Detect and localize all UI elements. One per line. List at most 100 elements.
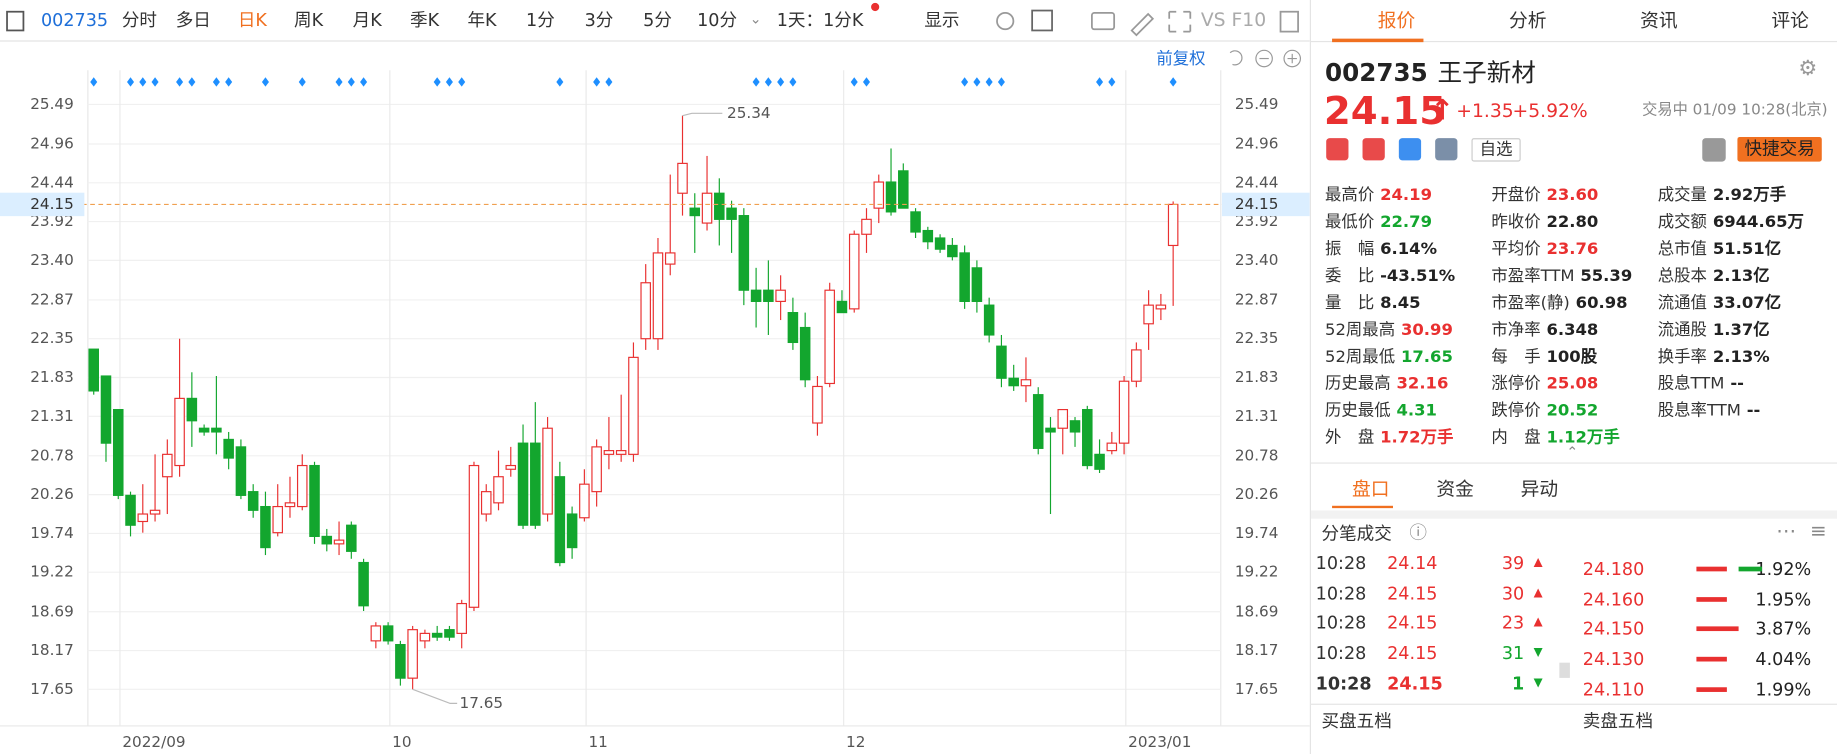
y-tick-label: 24.96: [30, 134, 74, 152]
extra-link[interactable]: VS F10: [1200, 8, 1267, 31]
more-icon[interactable]: ⋯: [1776, 519, 1797, 544]
reset-icon[interactable]: [1229, 50, 1243, 66]
period-tab[interactable]: 3分: [584, 9, 614, 31]
panel-change: +1.35: [1456, 99, 1514, 122]
event-marker: [973, 77, 981, 87]
event-marker: [764, 77, 772, 87]
stat: 昨收价 22.80: [1491, 214, 1598, 230]
y-tick-label-right: 22.35: [1235, 329, 1279, 347]
candle-body: [640, 282, 651, 340]
candle-body: [566, 513, 578, 549]
chart: 前复权 17.65 17.65 18.17 18.17 18.69 18.69 19.22 1…: [0, 2, 1310, 751]
candle-body: [677, 162, 688, 194]
panel-icon[interactable]: [1279, 10, 1299, 33]
candle-body: [1082, 408, 1093, 467]
stat-label: 最低价: [1325, 213, 1375, 232]
tab-underline: [1332, 38, 1424, 43]
stat: 委 比 -43.51%: [1325, 268, 1455, 284]
candle-body: [137, 513, 149, 523]
candle-body: [419, 632, 431, 642]
pen-icon[interactable]: [1130, 12, 1155, 37]
zoom-in[interactable]: [1283, 49, 1302, 68]
y-tick-label-right: 23.40: [1235, 251, 1279, 269]
candle-body: [591, 446, 602, 493]
box-icon[interactable]: [1031, 9, 1053, 32]
sell-title: 卖盘五档: [1582, 710, 1654, 732]
menu-icon[interactable]: [6, 10, 25, 32]
detail-tab[interactable]: 资金: [1436, 477, 1474, 500]
info-icon[interactable]: ⓘ: [1409, 522, 1427, 544]
trade-button[interactable]: 快捷交易: [1737, 136, 1822, 162]
depth-price: 24.180: [1582, 558, 1645, 580]
period-tab[interactable]: 周K: [294, 9, 324, 31]
y-tick-label-right: 24.96: [1235, 134, 1279, 152]
period-tab[interactable]: 1分: [526, 9, 555, 31]
y-tick-label: 24.44: [30, 173, 74, 191]
period-tab[interactable]: 多日: [175, 9, 211, 31]
candle-body: [174, 397, 185, 467]
candle-body: [382, 625, 394, 642]
event-marker: [261, 77, 269, 87]
buy-title: 买盘五档: [1321, 710, 1392, 732]
candle-body: [603, 450, 615, 455]
stock-code: 002735: [41, 9, 109, 31]
y-tick-label: 19.74: [30, 524, 74, 542]
stat: 流通值 33.07亿: [1658, 295, 1781, 311]
event-marker: [752, 77, 760, 87]
period-tab[interactable]: 10分: [697, 9, 738, 31]
period-tab[interactable]: 月K: [352, 9, 382, 31]
watch-button[interactable]: 自选: [1471, 138, 1521, 162]
period-tab[interactable]: 季K: [410, 9, 440, 31]
stat-label: 历史最低: [1325, 401, 1391, 421]
candle-body: [910, 211, 921, 233]
trade-volume: 39: [1501, 552, 1525, 574]
display-select[interactable]: 显示: [924, 9, 960, 31]
event-marker: [997, 77, 1005, 87]
camera-icon[interactable]: [1091, 12, 1116, 31]
fullscreen-icon[interactable]: [1168, 10, 1192, 33]
badge-icon[interactable]: [1398, 138, 1422, 161]
event-marker: [298, 77, 306, 87]
stat-value: 33.07亿: [1712, 293, 1782, 313]
trade-price: 24.15: [1387, 642, 1438, 664]
settings[interactable]: ⚙: [1798, 56, 1818, 81]
candle-body: [211, 427, 222, 433]
stat-value: 4.31: [1396, 401, 1437, 421]
list-icon[interactable]: ≡: [1810, 519, 1827, 544]
event-marker: [347, 77, 355, 87]
candle-body: [738, 215, 750, 291]
panel-tab[interactable]: 资讯: [1640, 9, 1678, 32]
period-tab[interactable]: 年K: [467, 9, 497, 31]
settings-icon[interactable]: [996, 12, 1015, 31]
y-tick-label: 20.78: [30, 446, 74, 464]
y-tick-label: 21.31: [30, 407, 74, 425]
period-tab[interactable]: 分时: [121, 9, 158, 31]
stat-label: 量 比: [1325, 293, 1375, 313]
badge-icon[interactable]: [1435, 138, 1458, 161]
stat-value: 100股: [1546, 347, 1598, 367]
trade-price: 24.15: [1387, 672, 1443, 695]
period-tab[interactable]: 日K: [237, 9, 267, 31]
badge-icon[interactable]: [1362, 138, 1385, 161]
detail-tab[interactable]: 异动: [1520, 477, 1559, 500]
stat-label: 股息率TTM: [1657, 401, 1741, 421]
trade-time: 10:28: [1315, 612, 1367, 634]
stat-value: 32.16: [1396, 374, 1449, 394]
panel-tab[interactable]: 评论: [1771, 9, 1809, 32]
detail-tab[interactable]: 盘口: [1351, 477, 1390, 500]
adjust-button[interactable]: 前复权: [1156, 49, 1205, 68]
zoom-out[interactable]: [1255, 49, 1273, 68]
period-tab[interactable]: 5分: [643, 9, 672, 31]
expand[interactable]: ⌃: [1566, 443, 1579, 461]
panel-tab[interactable]: 分析: [1508, 9, 1547, 32]
depth-pct: 1.95%: [1755, 588, 1812, 610]
bell[interactable]: [1702, 138, 1726, 162]
period-select[interactable]: 1天：1分K: [776, 9, 864, 31]
stat-label: 市盈率TTM: [1491, 266, 1575, 286]
event-marker: [212, 77, 220, 87]
candle-body: [652, 252, 664, 340]
badge-icon[interactable]: [1326, 138, 1349, 161]
candle-body: [1008, 377, 1019, 387]
candle-body: [763, 289, 774, 302]
panel-tab[interactable]: 报价: [1377, 9, 1416, 32]
